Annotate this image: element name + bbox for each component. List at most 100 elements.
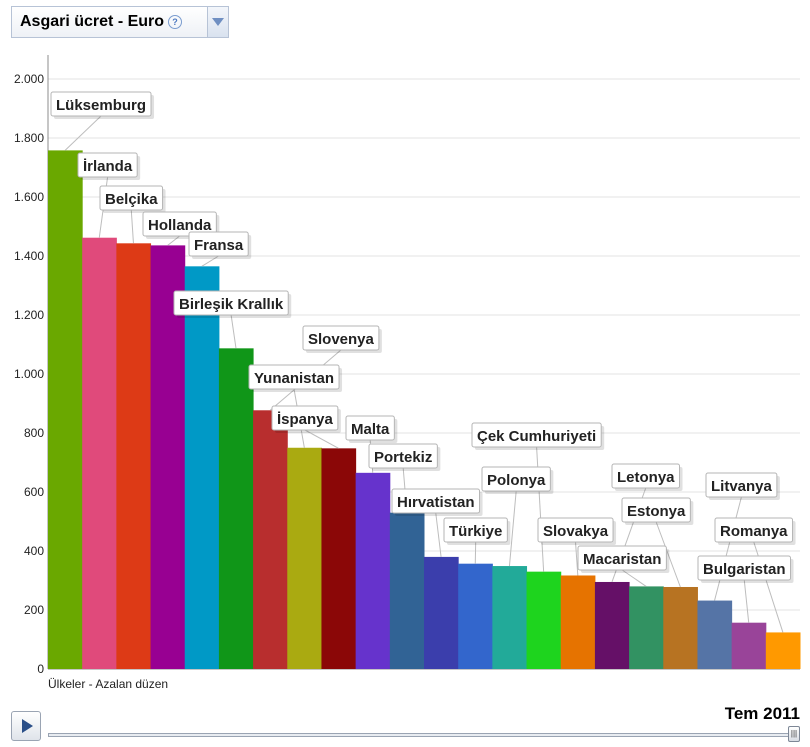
y-tick-label: 1.400 bbox=[14, 249, 44, 263]
bar bbox=[765, 632, 801, 669]
bar-label-box bbox=[697, 555, 792, 581]
bar-label-box bbox=[577, 545, 667, 571]
y-tick-label: 800 bbox=[24, 426, 44, 440]
bar-label-box bbox=[391, 488, 481, 514]
bar-label-text: Fransa bbox=[194, 237, 244, 254]
bar-label-text: Letonya bbox=[617, 469, 675, 486]
leader-line bbox=[575, 541, 579, 576]
bar-label-box bbox=[50, 91, 152, 117]
bar bbox=[526, 571, 562, 669]
metric-dropdown-button[interactable] bbox=[207, 7, 228, 37]
bar bbox=[321, 448, 357, 669]
bar-label-text: Romanya bbox=[720, 523, 788, 540]
leader-line bbox=[435, 512, 442, 557]
leader-line bbox=[201, 255, 219, 267]
metric-label: Asgari ücret - Euro bbox=[20, 13, 165, 30]
time-slider-handle[interactable]: ||| bbox=[788, 726, 800, 742]
bar-label-text: İspanya bbox=[277, 411, 334, 428]
bar-label-box bbox=[173, 290, 289, 316]
bar-label-box bbox=[621, 497, 691, 523]
bar-label-box bbox=[611, 463, 681, 489]
bar-label-text: Birleşik Krallık bbox=[179, 296, 284, 313]
bar-label-text: Yunanistan bbox=[254, 370, 334, 387]
bar-label-box bbox=[248, 364, 340, 390]
bar bbox=[150, 245, 186, 669]
bar-label-box bbox=[368, 443, 438, 469]
bar bbox=[560, 575, 596, 669]
bar-label-box bbox=[537, 517, 614, 543]
bar-label-box bbox=[714, 517, 794, 543]
bar bbox=[253, 410, 288, 669]
bar bbox=[629, 586, 664, 669]
bar-label-text: Macaristan bbox=[583, 551, 661, 568]
bar bbox=[389, 512, 425, 669]
y-tick-label: 400 bbox=[24, 544, 44, 558]
leader-line bbox=[655, 521, 681, 588]
bar-label-text: Estonya bbox=[627, 503, 686, 520]
leader-line bbox=[304, 429, 339, 449]
y-tick-label: 1.600 bbox=[14, 190, 44, 204]
leader-line-layer bbox=[64, 115, 784, 633]
bar-label-box bbox=[188, 231, 249, 257]
y-tick-label: 1.800 bbox=[14, 131, 44, 145]
bar-label-text: Portekiz bbox=[374, 449, 432, 466]
bar-label-box bbox=[77, 152, 138, 178]
bar-label-text: Malta bbox=[351, 421, 390, 438]
leader-line bbox=[536, 446, 545, 572]
bar-label-text: Türkiye bbox=[449, 523, 502, 540]
leader-line bbox=[230, 314, 237, 349]
bar bbox=[82, 237, 117, 669]
y-tick-label: 1.000 bbox=[14, 367, 44, 381]
bar bbox=[731, 622, 767, 669]
bar-label-text: Çek Cumhuriyeti bbox=[477, 428, 596, 445]
leader-line bbox=[508, 490, 517, 567]
bar-label-text: Litvanya bbox=[711, 478, 773, 495]
bar bbox=[697, 600, 733, 669]
y-tick-label: 0 bbox=[37, 662, 44, 676]
play-button[interactable] bbox=[11, 711, 41, 741]
leader-line bbox=[714, 496, 742, 601]
bar-label-text: Slovenya bbox=[308, 331, 375, 348]
bar-chart: 0 200 400 600 800 1.000 1.200 1.400 1.600 1.800 2.… bbox=[14, 55, 801, 676]
bar bbox=[355, 472, 391, 669]
bar-label-text: Hollanda bbox=[148, 217, 212, 234]
leader-line bbox=[743, 579, 750, 623]
y-tick-label: 200 bbox=[24, 603, 44, 617]
y-tick-label: 1.200 bbox=[14, 308, 44, 322]
bar-label-text: Belçika bbox=[105, 191, 158, 208]
bar-label-text: Slovakya bbox=[543, 523, 609, 540]
label-layer: Lüksemburg İrlanda Belçika Hollanda Fransa Bi… bbox=[50, 91, 796, 583]
bar-label-box bbox=[471, 422, 602, 448]
sort-order-label: Ülkeler - Azalan düzen bbox=[48, 677, 169, 691]
leader-line bbox=[621, 569, 647, 587]
question-circle-icon[interactable]: ? bbox=[168, 15, 183, 29]
leader-line bbox=[167, 235, 180, 246]
bar-label-box bbox=[705, 472, 778, 498]
bar bbox=[663, 586, 698, 669]
chevron-down-icon bbox=[212, 18, 224, 26]
bar bbox=[218, 348, 254, 669]
bar-label-box bbox=[481, 466, 551, 492]
bar-label-box bbox=[271, 405, 339, 431]
bar-label-text: Polonya bbox=[487, 472, 546, 489]
bar-label-text: Lüksemburg bbox=[56, 97, 146, 114]
bar bbox=[492, 566, 528, 669]
bar bbox=[184, 266, 220, 669]
leader-line bbox=[130, 209, 134, 244]
bar-label-text: İrlanda bbox=[83, 158, 133, 175]
bar-label-box bbox=[345, 415, 395, 441]
bar-label-box bbox=[142, 211, 217, 237]
bar-label-box bbox=[302, 325, 380, 351]
bar-label-box bbox=[443, 517, 508, 543]
bar-label-text: Bulgaristan bbox=[703, 561, 786, 578]
bar-label-text: Hırvatistan bbox=[397, 494, 475, 511]
play-icon bbox=[22, 719, 33, 733]
time-label: Tem 2011 bbox=[724, 704, 800, 723]
bar bbox=[424, 556, 459, 669]
y-tick-label: 600 bbox=[24, 485, 44, 499]
bar bbox=[287, 447, 322, 669]
bar bbox=[116, 243, 152, 669]
time-slider-track[interactable] bbox=[48, 733, 800, 737]
bar bbox=[458, 563, 493, 669]
metric-selector[interactable]: Asgari ücret - Euro ? bbox=[11, 6, 229, 38]
